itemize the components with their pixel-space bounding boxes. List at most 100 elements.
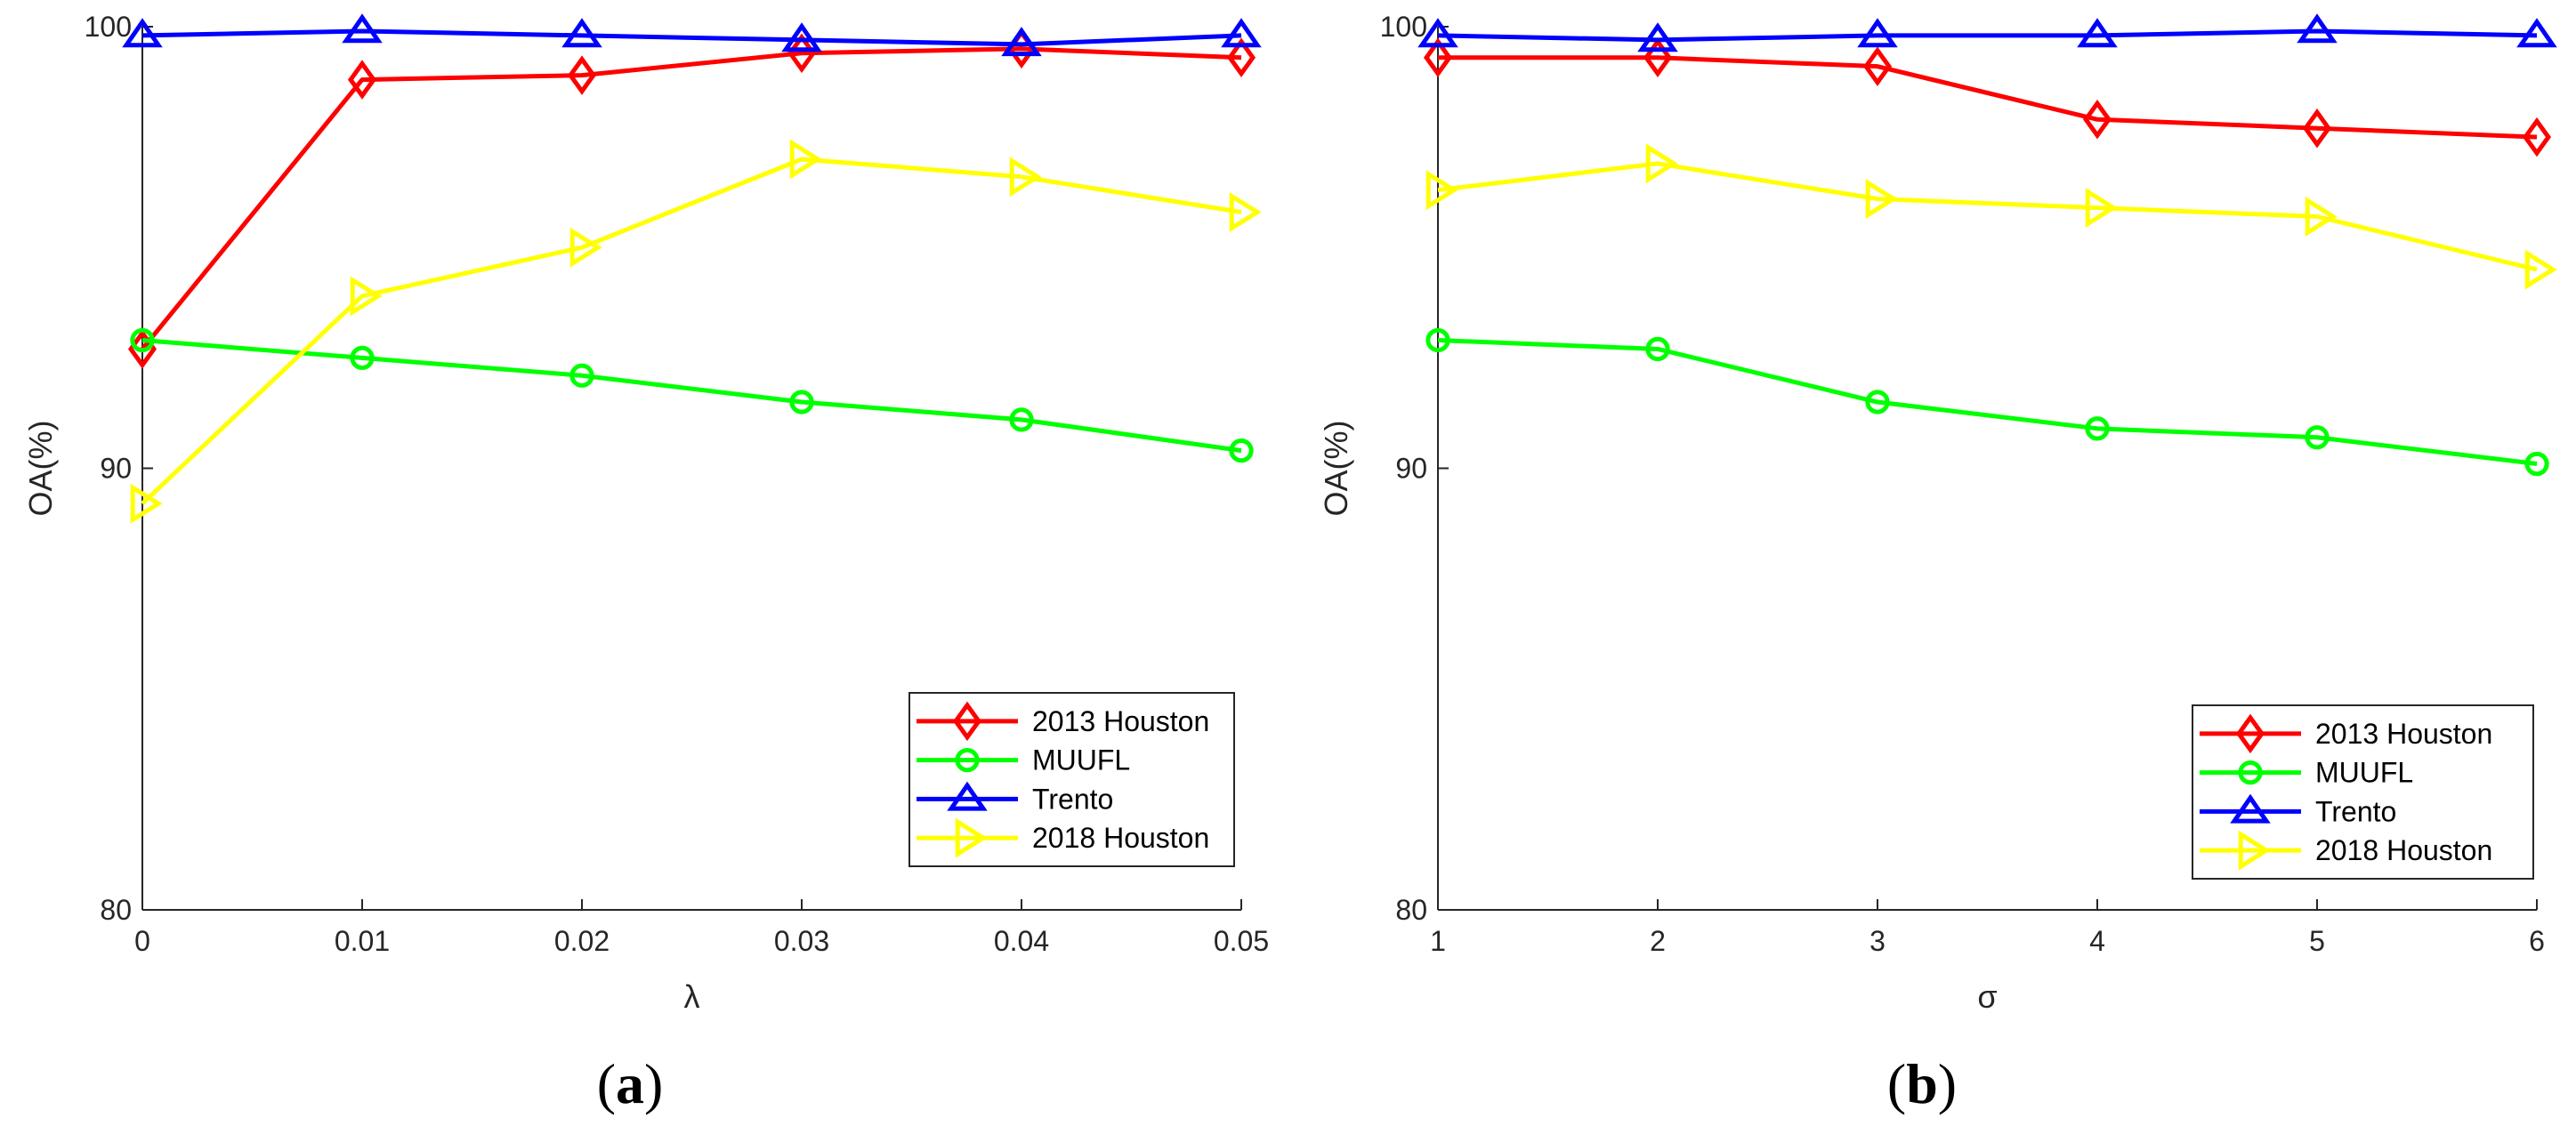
data-point-trento (342, 13, 383, 44)
x-axis-label: λ (684, 978, 700, 1015)
legend-label-2013-houston: 2013 Houston (2315, 718, 2492, 750)
data-point-muufl (1865, 390, 1890, 414)
y-tick-label: 80 (1395, 894, 1427, 926)
data-point-2013-houston (347, 60, 377, 100)
data-point-2018-houston (1645, 143, 1678, 184)
series-2018-houston (1425, 143, 2557, 290)
x-tick-label: 3 (1869, 925, 1886, 957)
data-point-2013-houston (1423, 37, 1453, 78)
legend-label-muufl: MUUFL (1032, 744, 1130, 776)
y-tick-label: 90 (100, 453, 132, 485)
y-tick-label: 80 (100, 894, 132, 926)
legend-marker-2018-houston (2238, 830, 2271, 871)
data-point-2018-houston (1009, 157, 1042, 197)
data-point-2013-houston (1643, 37, 1673, 78)
legend-marker-trento (2230, 793, 2271, 824)
series-2018-houston (130, 139, 1262, 524)
x-tick-label: 4 (2089, 925, 2105, 957)
data-point-trento (1857, 18, 1898, 48)
data-point-2018-houston (2305, 196, 2338, 237)
panel-b: 1 2 3 4 5 6 80 90 100 σ OA(%) 2013 Houston MUUFL Tren… (1318, 11, 2557, 1115)
series-trento (122, 13, 1262, 57)
data-point-muufl (1645, 336, 1670, 362)
data-point-2013-houston (2082, 99, 2112, 140)
data-point-trento (1221, 18, 1262, 48)
series-line-2013-houston (141, 46, 1242, 351)
series-line-trento (1437, 28, 2538, 43)
data-point-trento (561, 18, 602, 48)
x-tick-label: 0.04 (994, 925, 1049, 957)
series-trento (1417, 13, 2557, 52)
series-line-muufl (1437, 338, 2538, 467)
data-point-2018-houston (2524, 249, 2557, 290)
data-point-2018-houston (2085, 188, 2118, 229)
series-line-2013-houston (1438, 55, 2538, 140)
data-point-2013-houston (2522, 117, 2552, 157)
data-point-2018-houston (1229, 192, 1262, 233)
data-point-muufl (569, 363, 594, 388)
legend-marker-2013-houston (2235, 713, 2265, 754)
legend-label-2018-houston: 2018 Houston (2315, 834, 2492, 866)
series-line-trento (141, 28, 1242, 47)
data-point-2018-houston (1865, 179, 1898, 220)
series-2013-houston (1423, 37, 2552, 157)
series-muufl (1425, 327, 2549, 477)
data-point-2013-houston (2302, 108, 2332, 149)
data-point-2018-houston (789, 139, 822, 180)
legend-label-2013-houston: 2013 Houston (1032, 705, 1209, 737)
legend: 2013 Houston MUUFL Trento 2018 Houston (2192, 704, 2534, 880)
panel-caption: (b) (1887, 1052, 1957, 1115)
x-tick-label: 0.01 (335, 925, 390, 957)
data-point-trento (1637, 22, 1678, 52)
data-point-2013-houston (1862, 46, 1893, 86)
x-tick-label: 6 (2529, 925, 2545, 957)
data-point-2013-houston (1226, 37, 1256, 78)
legend-label-2018-houston: 2018 Houston (1032, 822, 1209, 854)
data-point-2018-houston (569, 227, 602, 268)
x-tick-label: 5 (2309, 925, 2325, 957)
x-tick-label: 0.02 (554, 925, 610, 957)
legend-marker-muufl (2238, 760, 2263, 785)
series-line-2018-houston (1437, 161, 2538, 272)
data-point-2018-houston (130, 483, 163, 524)
legend-label-trento: Trento (1032, 783, 1113, 815)
y-axis-label: OA(%) (1318, 421, 1354, 517)
x-axis-label: σ (1977, 978, 1997, 1015)
data-point-trento (2297, 13, 2338, 44)
series-2013-houston (127, 28, 1256, 369)
legend-label-trento: Trento (2315, 795, 2396, 827)
x-tick-label: 0.03 (774, 925, 829, 957)
data-point-trento (2077, 18, 2118, 48)
y-axis-label: OA(%) (22, 421, 59, 517)
series-line-muufl (141, 338, 1242, 454)
panel-caption: (a) (597, 1052, 664, 1115)
data-point-trento (122, 18, 163, 48)
x-tick-label: 0 (134, 925, 150, 957)
data-point-2013-houston (567, 55, 597, 95)
legend: 2013 Houston MUUFL Trento 2018 Houston (908, 692, 1235, 867)
legend-marker-trento (947, 781, 988, 811)
data-point-2018-houston (1425, 170, 1458, 211)
data-point-muufl (2524, 451, 2549, 477)
series-line-2018-houston (141, 157, 1242, 506)
data-point-muufl (2305, 425, 2330, 450)
legend-marker-2018-houston (955, 817, 988, 858)
data-point-muufl (789, 390, 814, 414)
legend-marker-2013-houston (952, 701, 982, 742)
data-point-trento (781, 22, 822, 52)
data-point-trento (2516, 18, 2557, 48)
data-point-muufl (1009, 407, 1034, 432)
data-point-2018-houston (350, 276, 383, 317)
data-point-trento (1001, 27, 1042, 57)
y-tick-label: 100 (85, 11, 132, 43)
data-point-trento (1417, 18, 1458, 48)
x-tick-label: 2 (1650, 925, 1666, 957)
data-point-muufl (130, 327, 155, 353)
series-muufl (130, 327, 1254, 463)
y-tick-label: 90 (1395, 453, 1427, 485)
data-point-muufl (1425, 327, 1450, 353)
data-point-muufl (2085, 416, 2110, 441)
legend-marker-muufl (955, 747, 980, 773)
data-point-muufl (1229, 438, 1254, 463)
